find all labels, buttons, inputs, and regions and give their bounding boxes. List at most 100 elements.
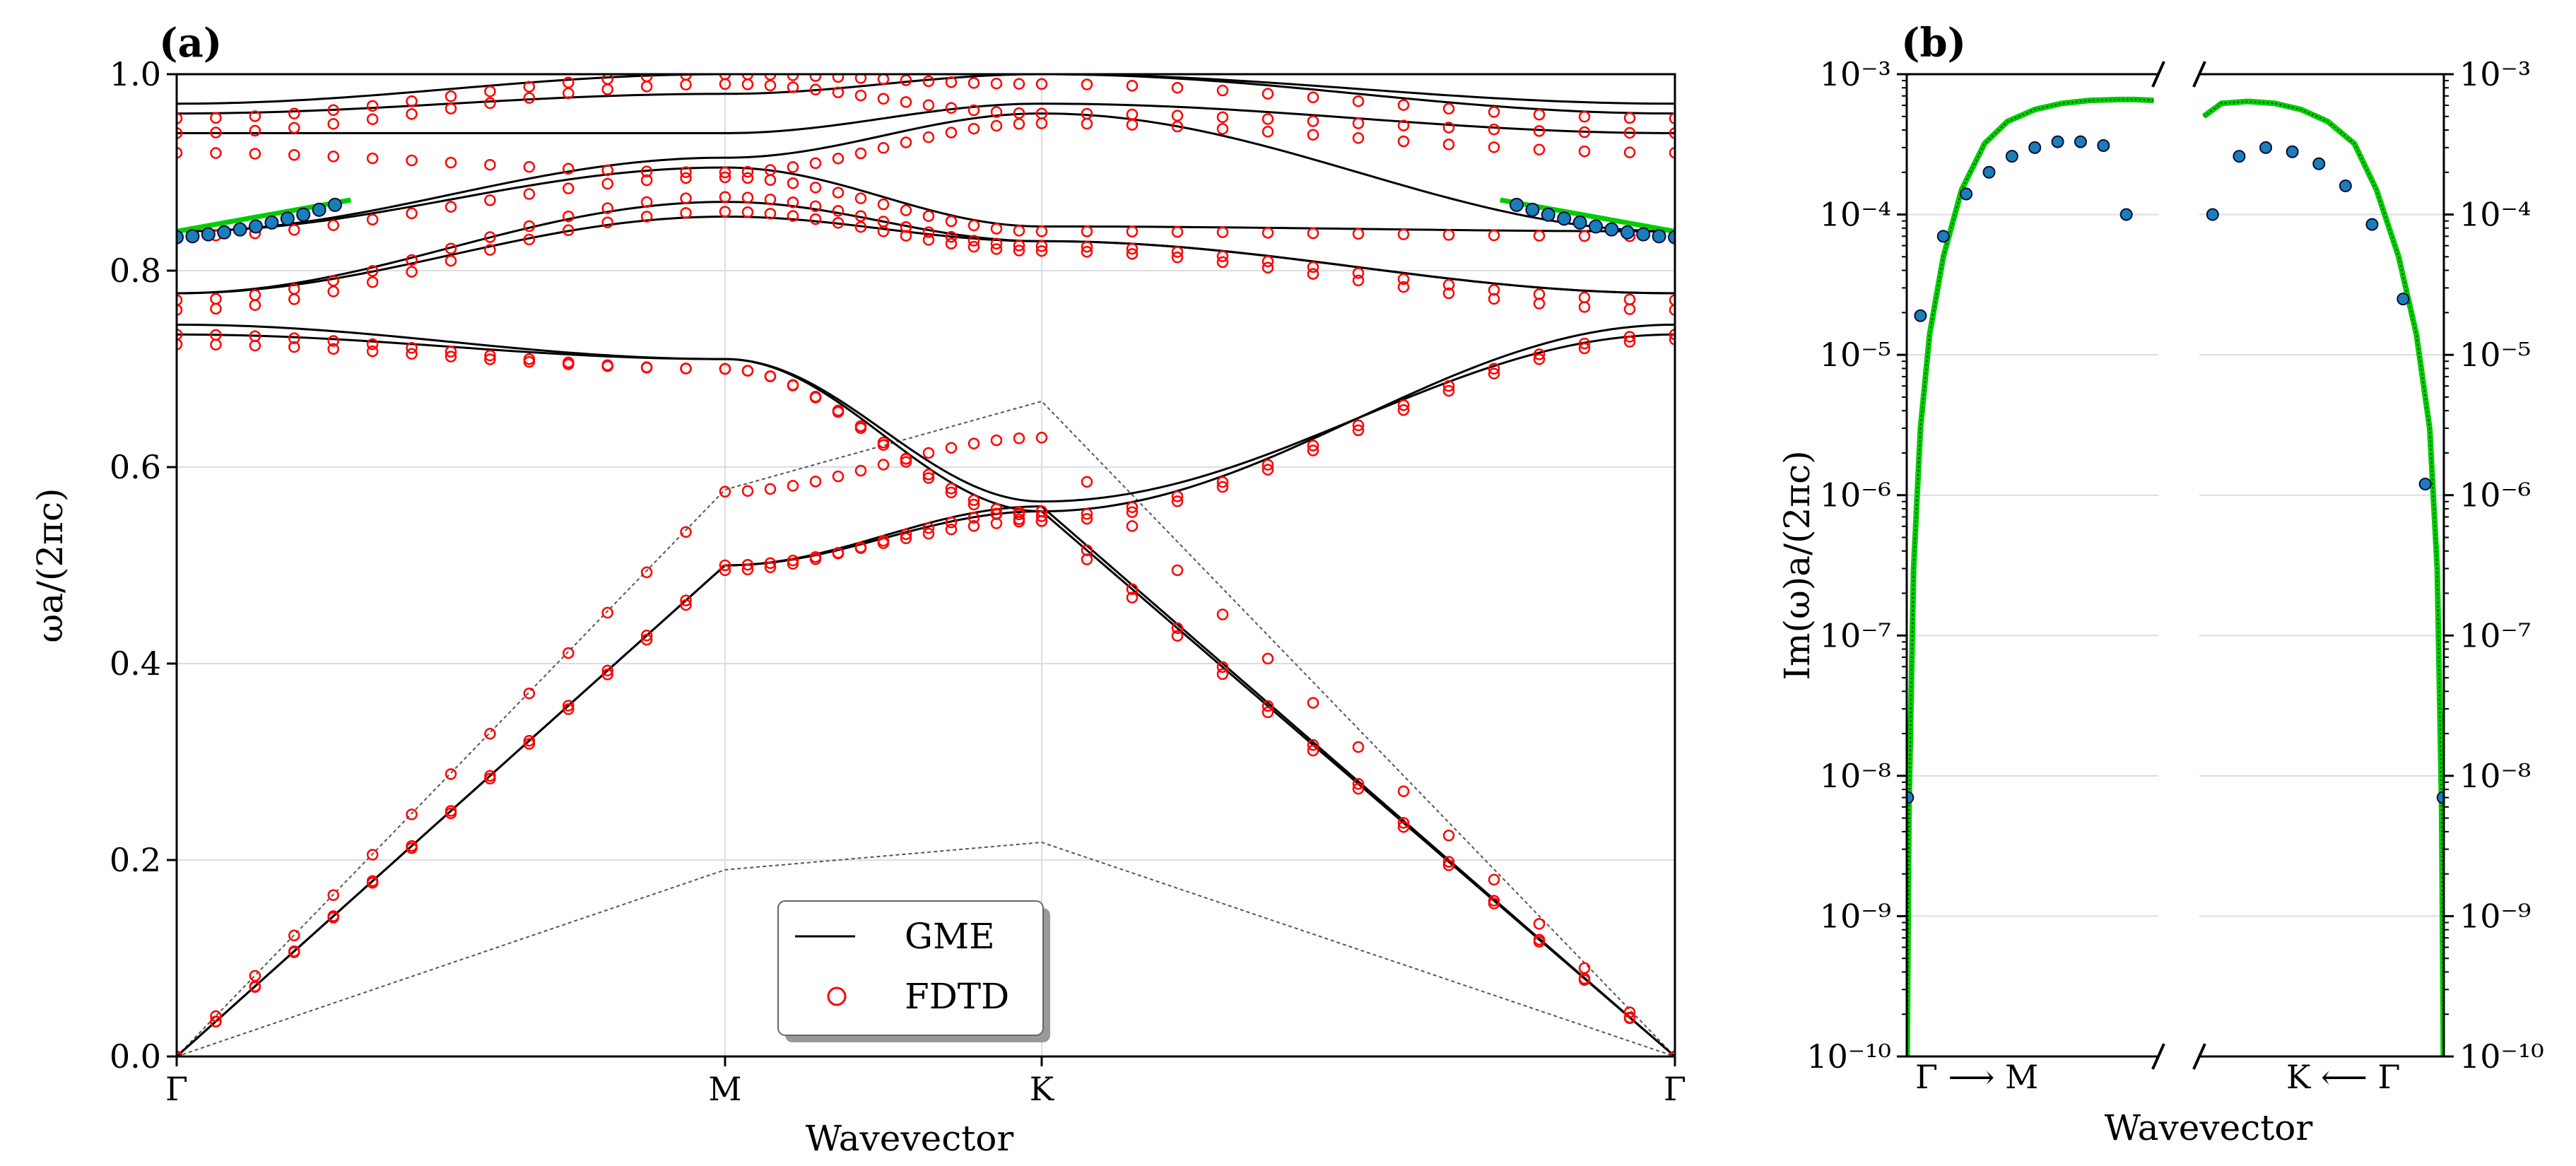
fdtd-point [177,127,183,139]
fdtd-point [990,106,1003,118]
fdtd-point [406,254,418,266]
fdtd-point [680,594,692,606]
gme-band [177,323,1675,503]
fdtd-point [1578,110,1591,123]
fdtd-point [523,734,536,747]
fdtd-point [1352,274,1365,287]
fdtd-point [764,370,777,382]
fdtd-point [1126,591,1139,603]
fdtd-point [1488,363,1500,375]
fdtd-point [288,107,300,119]
fdtd-point [640,165,653,177]
x-axis-label-a: Wavevector [806,1118,1014,1159]
fdtd-point [1442,859,1455,871]
fdtd-point [832,86,845,98]
y-axis-label-a: ωa/(2πc) [30,488,71,642]
fdtd-point [1126,520,1139,532]
fdtd-point [249,124,261,137]
fdtd-point [177,338,183,351]
lossy-band-point [185,229,200,244]
fdtd-point [1533,348,1546,360]
fdtd-point [990,223,1003,235]
fdtd-point [1669,334,1675,346]
fdtd-point [1488,367,1500,379]
fdtd-point [809,83,822,96]
fdtd-point [1442,287,1455,300]
fdtd-point [922,472,935,484]
fdtd-point [1488,284,1500,296]
fdtd-point [1035,107,1048,119]
panel-label-b: (b) [1901,20,1966,66]
fdtd-point [832,153,845,165]
fdtd-point [327,219,339,231]
lossy-band-point [296,207,311,222]
fdtd-loss-point [1914,309,1927,322]
fdtd-point [523,233,536,246]
fdtd-loss-point [1936,230,1950,243]
fdtd-loss-point [2365,218,2379,231]
fdtd-point [968,219,980,232]
fdtd-point [1261,88,1274,100]
fdtd-point [563,210,575,223]
fdtd-point [601,216,613,229]
fdtd-point [1261,652,1274,665]
fdtd-point [809,213,822,225]
fdtd-point [366,152,379,165]
y-tick-label-b-right: 10⁻⁸ [2459,757,2531,795]
fdtd-point [1261,459,1274,471]
gme-band [177,201,1675,295]
fdtd-point [177,329,183,341]
fdtd-point [1013,432,1025,444]
fdtd-point [832,548,845,560]
fdtd-point [900,204,912,216]
fdtd-point [640,361,653,373]
fdtd-point [922,75,935,88]
fdtd-point [1623,331,1636,343]
fdtd-point [601,669,613,681]
fdtd-point [922,210,935,223]
fdtd-point [1397,228,1410,240]
lossy-band-point [177,230,184,245]
fdtd-point [563,76,575,89]
fdtd-point [832,470,845,483]
x-tick-label-b-right: K ⟵ Γ [2286,1058,2400,1096]
fdtd-point [563,700,575,712]
fdtd-point [1442,122,1455,134]
fdtd-point [764,193,777,206]
fdtd-point [680,363,692,375]
y-tick-label-b-left: 10⁻⁸ [1820,757,1891,795]
gme-loss-curve-core [2203,100,2444,1057]
fdtd-point [1013,107,1025,119]
fdtd-point [1307,697,1319,709]
fdtd-point [1081,107,1093,120]
fdtd-point [877,459,890,471]
fdtd-point [854,192,867,204]
fdtd-point [990,77,1003,90]
fdtd-point [741,172,754,184]
y-tick-label-b-right: 10⁻⁷ [2459,616,2531,654]
fdtd-point [1578,962,1591,974]
fdtd-point [523,92,536,104]
fdtd-point [640,196,653,208]
fdtd-point [563,163,575,175]
fdtd-point [210,147,222,159]
fdtd-point [764,208,777,220]
fdtd-point [1081,476,1093,488]
fdtd-point [1261,113,1274,125]
fdtd-point [484,194,496,206]
fdtd-point [990,237,1003,250]
fdtd-point [787,74,799,81]
fdtd-point [680,526,692,538]
fdtd-point [640,633,653,646]
fdtd-point [877,535,890,547]
fdtd-point [1397,281,1410,293]
fdtd-point [1126,225,1139,237]
fdtd-point [249,970,261,982]
fdtd-point [601,664,613,677]
fdtd-point [1261,261,1274,274]
fdtd-point [1261,464,1274,476]
axis-break-mark [2151,61,2165,88]
fdtd-point [249,330,261,343]
fdtd-point [366,213,379,225]
fdtd-point [1352,267,1365,279]
